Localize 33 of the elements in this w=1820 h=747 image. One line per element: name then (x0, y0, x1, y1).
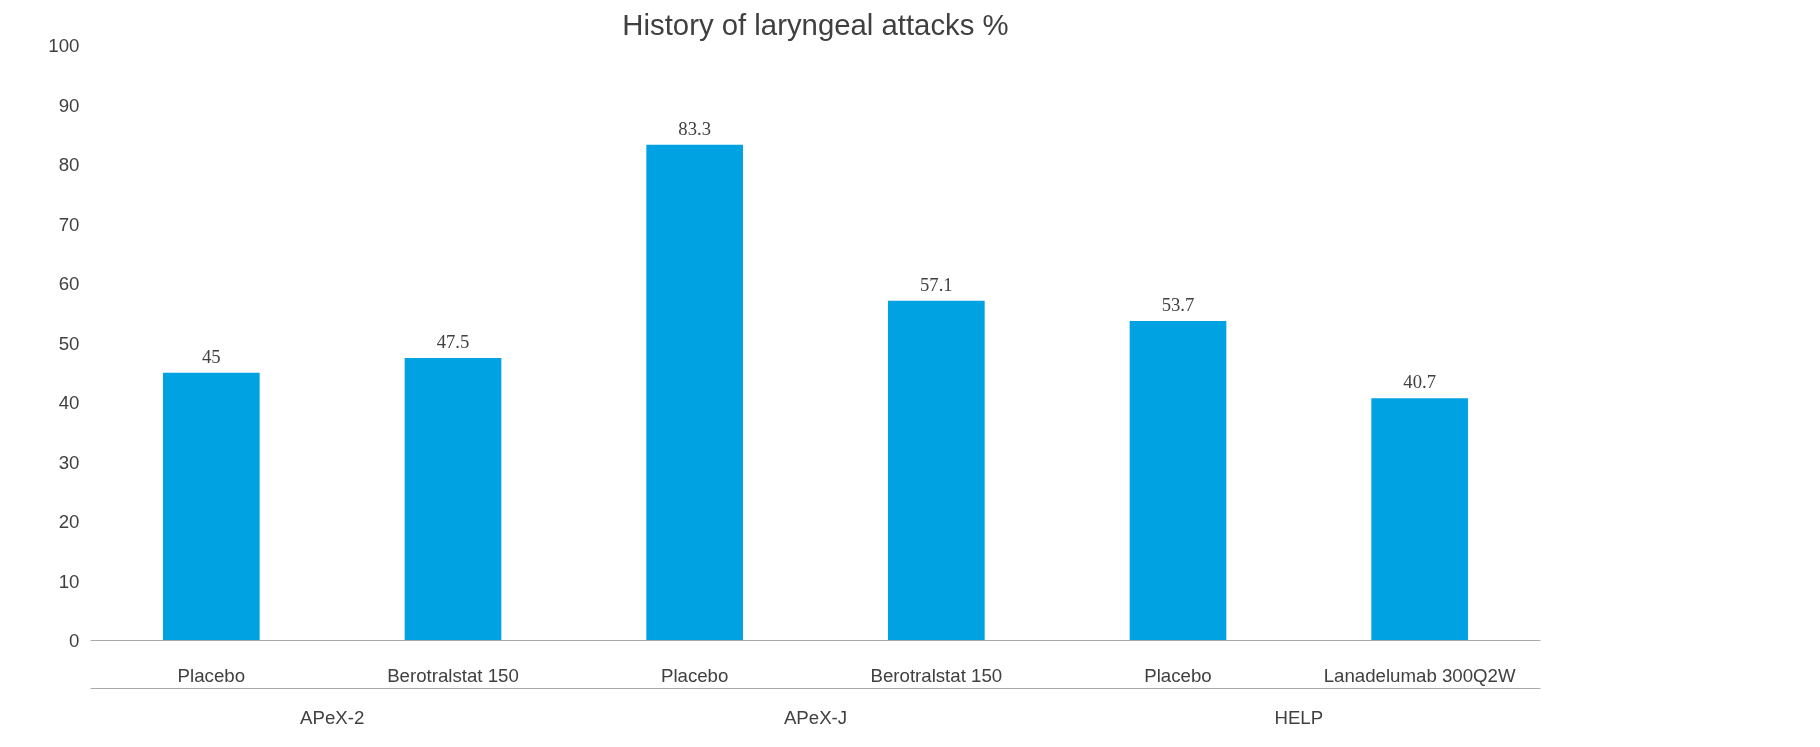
y-tick-label: 10 (58, 570, 80, 592)
data-label: 40.7 (1403, 371, 1436, 393)
bar (1129, 320, 1227, 641)
x-tick-label: Placebo (1144, 664, 1212, 686)
data-label: 53.7 (1161, 293, 1195, 315)
y-tick-label: 50 (58, 332, 80, 354)
bar (1371, 398, 1468, 641)
y-tick-label: 80 (58, 154, 80, 175)
bar (404, 357, 502, 641)
y-tick-label: 30 (58, 451, 80, 473)
x-tick-label: Placebo (660, 664, 729, 686)
data-label: 45 (202, 345, 221, 367)
x-tick-label: Berotralstat 150 (387, 664, 519, 686)
bar (646, 144, 743, 641)
text: APeX-2 (300, 706, 365, 728)
bar (888, 300, 985, 641)
y-tick-label: 60 (58, 273, 80, 294)
chart-title: History of laryngeal attacks % (622, 7, 1009, 41)
y-tick-label: 40 (58, 392, 80, 413)
x-tick-label: Lanadelumab 300Q2W (1323, 664, 1516, 686)
y-tick-label: 70 (58, 213, 80, 235)
y-tick-label: 100 (48, 35, 80, 56)
y-tick-label: 20 (58, 511, 80, 532)
text: HELP (1274, 706, 1324, 728)
x-tick-label: Placebo (177, 664, 246, 686)
x-tick-label: Berotralstat 150 (870, 664, 1003, 686)
y-tick-label: 90 (58, 94, 80, 116)
data-label: 47.5 (436, 330, 470, 352)
y-tick-label: 0 (69, 630, 80, 651)
data-label: 83.3 (678, 117, 711, 139)
text: APeX-J (783, 706, 848, 728)
bar (163, 372, 260, 641)
data-label: 57.1 (920, 273, 953, 295)
